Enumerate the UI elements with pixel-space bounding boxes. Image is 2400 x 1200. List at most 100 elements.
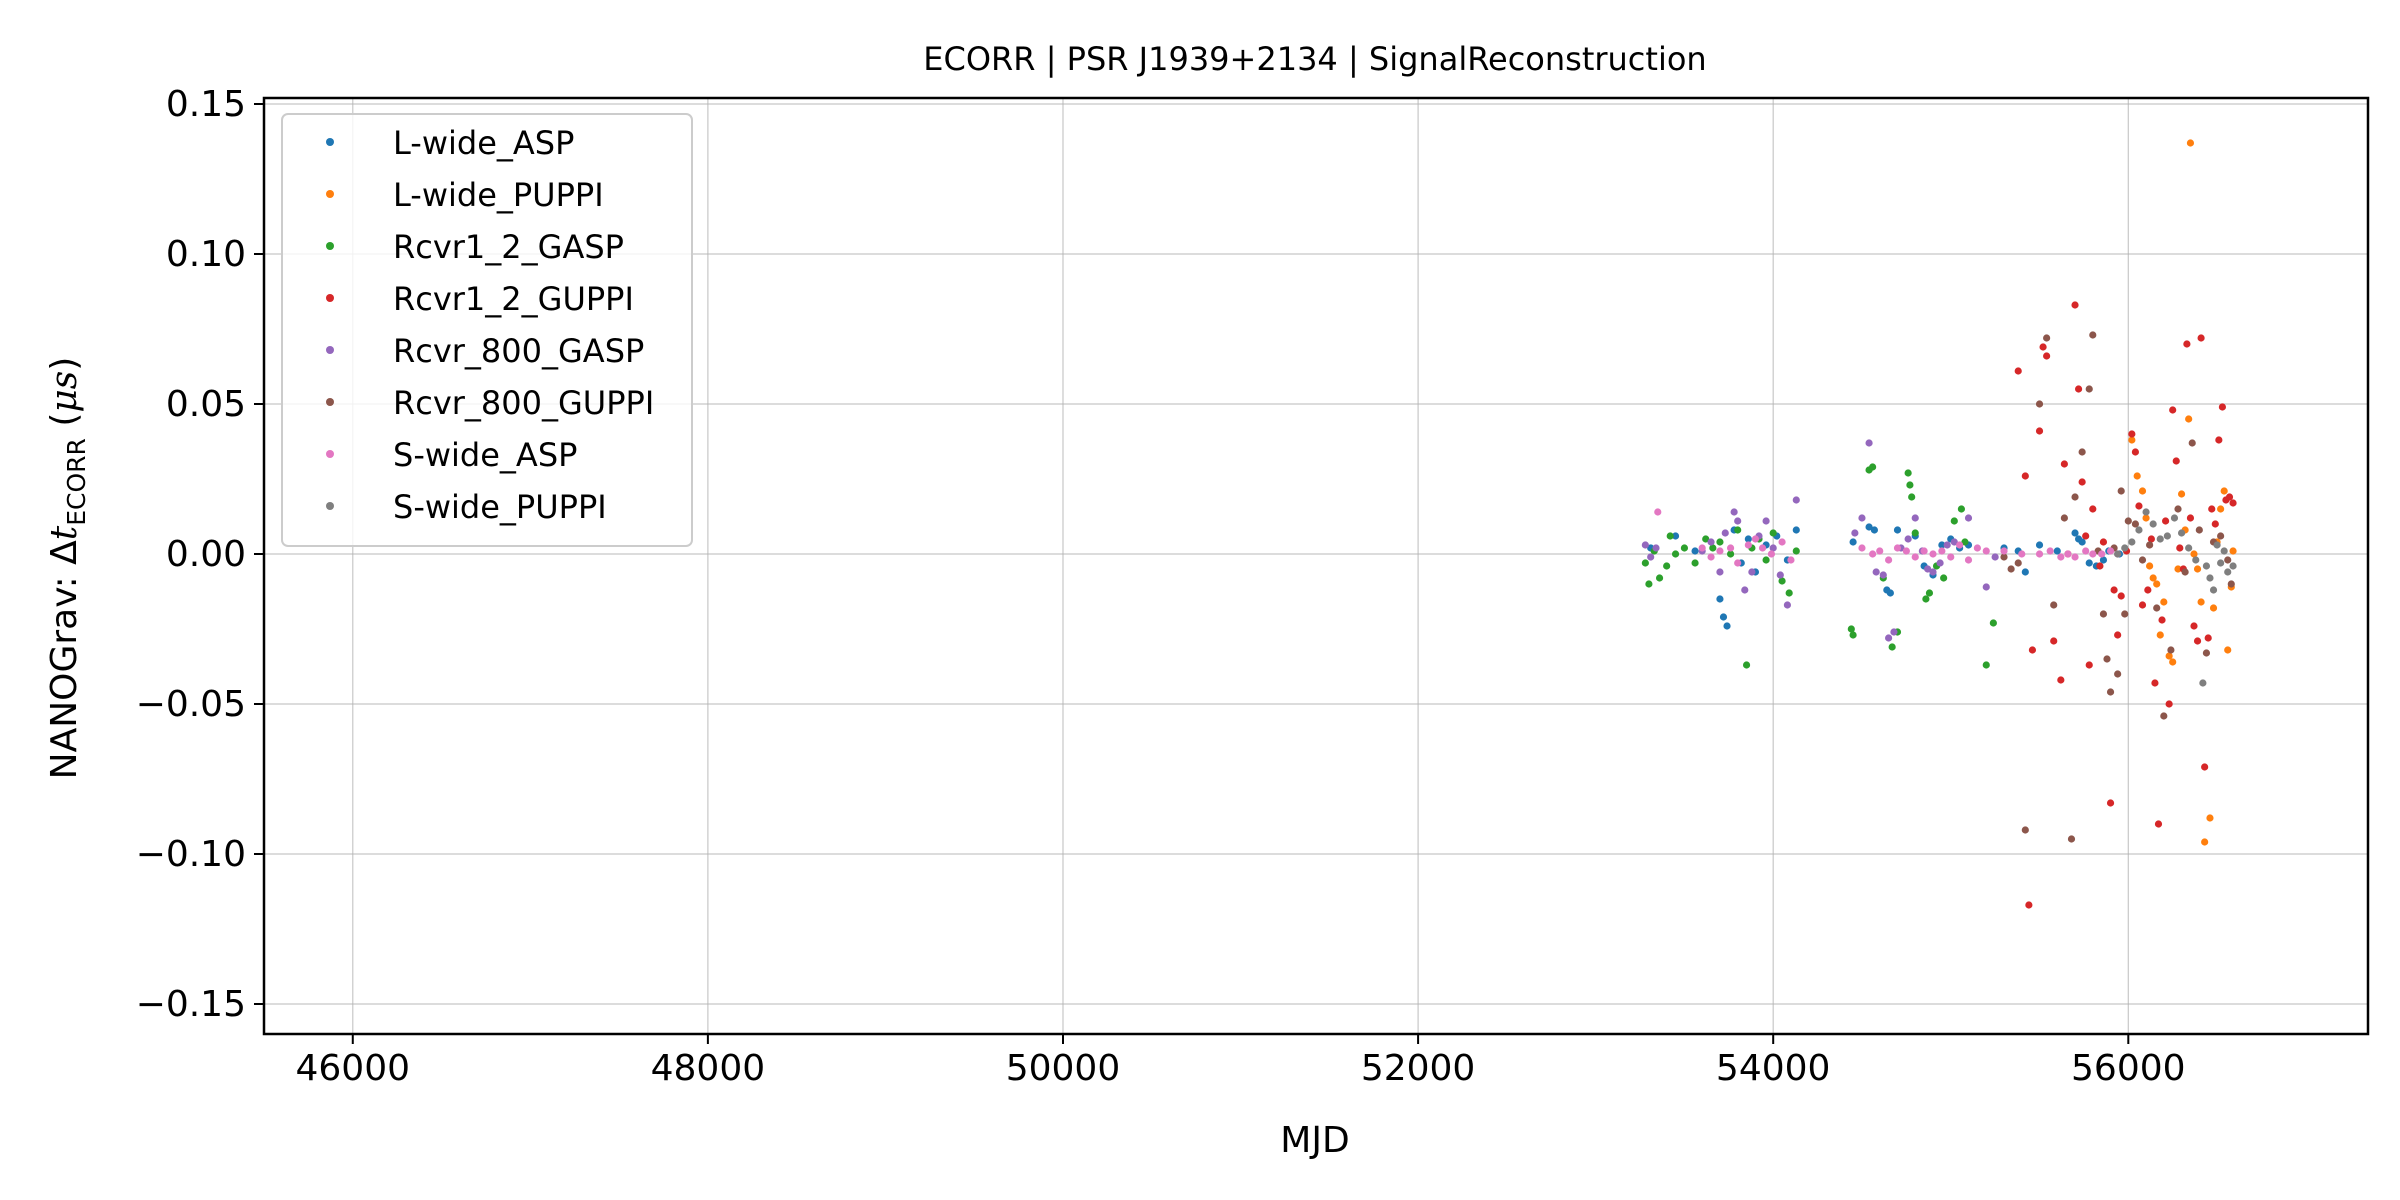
data-point — [2209, 586, 2218, 594]
data-point — [2057, 676, 2065, 684]
legend-label: S-wide_ASP — [393, 436, 577, 474]
data-point — [1671, 532, 1680, 540]
y-axis-label-unit-var: μ — [44, 389, 85, 412]
data-point — [2206, 574, 2214, 582]
data-point — [2209, 604, 2218, 612]
data-point — [2128, 538, 2136, 546]
y-axis-label-prefix: NANOGrav: Δ — [44, 540, 85, 779]
data-point — [2053, 547, 2061, 555]
data-point — [1785, 589, 1793, 597]
legend-label: S-wide_PUPPI — [393, 488, 607, 526]
data-point — [1762, 517, 1770, 525]
x-tick-label: 52000 — [1361, 1048, 1476, 1089]
data-point — [2217, 532, 2225, 540]
data-point — [2082, 532, 2090, 540]
data-point — [2035, 400, 2044, 408]
data-point — [2195, 526, 2203, 534]
data-point — [1964, 556, 1973, 564]
data-point — [2169, 658, 2177, 666]
data-point — [2220, 487, 2228, 495]
data-point — [2165, 652, 2173, 660]
data-point — [1929, 550, 1937, 558]
data-point — [1758, 544, 1767, 552]
data-point — [1663, 562, 1671, 570]
data-point — [2181, 568, 2189, 576]
data-point — [2071, 553, 2079, 561]
data-point — [1691, 547, 1699, 555]
legend-marker — [326, 502, 334, 510]
data-point — [2229, 562, 2237, 570]
series-Rcvr1_2_GUPPI — [2014, 301, 2237, 909]
legend-marker — [326, 190, 334, 198]
data-point — [2174, 505, 2182, 513]
data-point — [2172, 457, 2180, 465]
data-point — [1911, 553, 1919, 561]
data-point — [1872, 568, 1880, 576]
data-point — [2202, 649, 2211, 657]
data-point — [2225, 493, 2234, 501]
data-point — [2098, 550, 2106, 558]
data-point — [2217, 559, 2225, 567]
data-point — [1762, 556, 1770, 564]
data-point — [2028, 646, 2037, 654]
data-point — [2190, 550, 2198, 558]
y-tick-label: 0.00 — [166, 534, 246, 575]
data-point — [2007, 565, 2015, 573]
data-point — [2085, 385, 2093, 393]
y-axis-label-var: t — [44, 525, 85, 540]
axis-ticks: 46000 48000 50000 52000 54000 56000 0.15 0.10 0.… — [136, 84, 2186, 1089]
data-point — [2193, 565, 2202, 573]
data-point — [2074, 385, 2083, 393]
data-point — [1698, 544, 1706, 552]
data-point — [1885, 634, 1893, 642]
data-point — [1908, 493, 1916, 501]
data-point — [2208, 505, 2216, 513]
data-point — [1726, 550, 1735, 558]
data-point — [2103, 655, 2111, 663]
data-point — [2149, 520, 2157, 528]
data-point — [2089, 505, 2097, 513]
data-point — [1652, 544, 1660, 552]
data-point — [1726, 544, 1735, 552]
x-tick-label: 54000 — [1716, 1048, 1831, 1089]
series-Rcvr_800_GASP — [1641, 439, 1999, 642]
y-tick-label: −0.05 — [136, 684, 246, 725]
data-point — [1716, 595, 1724, 603]
data-point — [2185, 415, 2193, 423]
data-point — [1886, 589, 1894, 597]
data-point — [2229, 547, 2237, 555]
data-point — [2099, 610, 2108, 618]
data-point — [1961, 538, 1969, 546]
data-point — [2043, 334, 2051, 342]
data-point — [2146, 541, 2154, 549]
data-point — [1778, 577, 1786, 585]
data-point — [2057, 553, 2065, 561]
y-axis-label-subscript: ECORR — [62, 438, 91, 526]
legend-marker — [326, 138, 334, 146]
data-point — [2188, 439, 2196, 447]
data-point — [2199, 679, 2207, 687]
data-point — [2138, 487, 2147, 495]
data-point — [1991, 553, 1999, 561]
data-point — [1906, 481, 1914, 489]
data-point — [1904, 535, 1912, 543]
data-point — [2021, 826, 2029, 834]
data-point — [2217, 505, 2225, 513]
data-point — [1938, 547, 1946, 555]
data-point — [1776, 571, 1784, 579]
data-point — [1922, 595, 1930, 603]
data-point — [1911, 514, 1919, 522]
data-point — [2050, 637, 2058, 645]
data-point — [2060, 514, 2068, 522]
data-point — [2064, 550, 2072, 558]
data-point — [1865, 523, 1873, 531]
data-point — [1943, 541, 1951, 549]
data-point — [2227, 580, 2235, 588]
data-point — [2110, 586, 2118, 594]
data-point — [2224, 568, 2232, 576]
x-tick-label: 56000 — [2071, 1048, 2186, 1089]
data-point — [2025, 901, 2033, 909]
data-point — [1902, 547, 1910, 555]
y-axis-label-suffix-open: ( — [44, 413, 85, 439]
